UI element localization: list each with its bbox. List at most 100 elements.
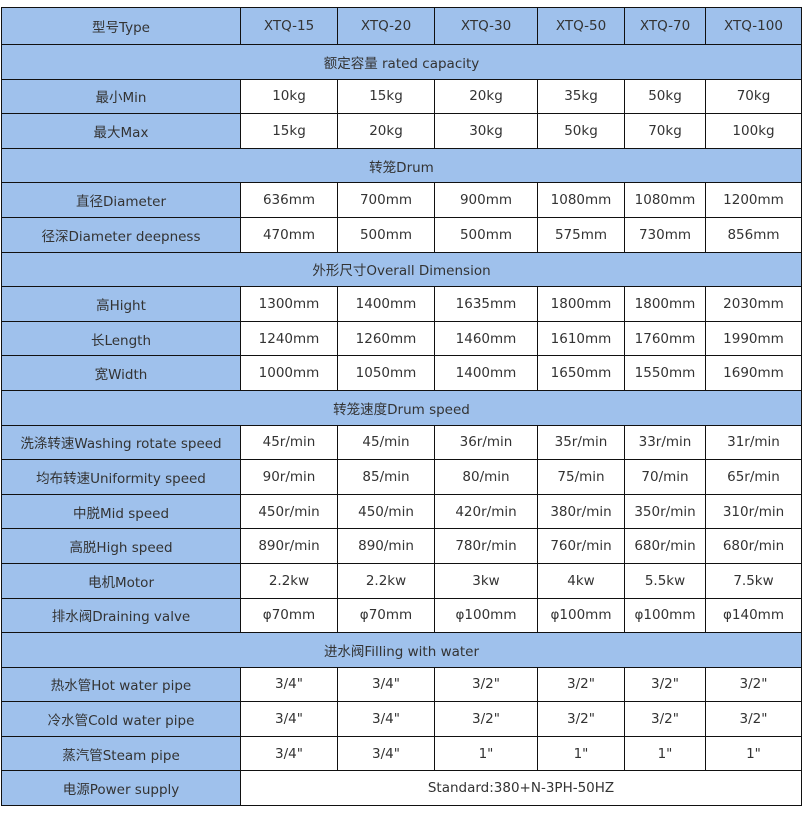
spec-value: 3/2" <box>624 701 706 737</box>
spec-value: 3/2" <box>537 701 625 737</box>
spec-value: 890/min <box>337 528 435 564</box>
spec-row: 直径Diameter 636mm 700mm 900mm 1080mm 1080mm 120… <box>1 182 802 218</box>
spec-value: 70kg <box>705 78 802 115</box>
spec-value: 856mm <box>705 216 802 253</box>
spec-value: 350r/min <box>624 493 706 530</box>
row-label: 宽Width <box>1 355 241 391</box>
spec-value: 1760mm <box>624 320 706 357</box>
spec-value: 470mm <box>240 216 338 253</box>
spec-value: 500mm <box>337 216 435 253</box>
section-row: 额定容量 rated capacity <box>1 44 802 80</box>
row-label: 直径Diameter <box>1 182 241 218</box>
spec-value: 3/2" <box>705 666 802 703</box>
spec-value: 310r/min <box>705 493 802 530</box>
spec-value: 3/2" <box>434 701 538 737</box>
row-label: 高脱High speed <box>1 528 241 564</box>
spec-row: 最小Min 10kg 15kg 20kg 35kg 50kg 70kg <box>1 78 802 115</box>
spec-row: 宽Width 1000mm 1050mm 1400mm 1650mm 1550mm 1690… <box>1 355 802 391</box>
section-row: 转笼速度Drum speed <box>1 389 802 426</box>
spec-value: 1990mm <box>705 320 802 357</box>
spec-value: 636mm <box>240 182 338 218</box>
spec-value: φ100mm <box>624 597 706 634</box>
spec-value: 900mm <box>434 182 538 218</box>
spec-value: 700mm <box>337 182 435 218</box>
row-label: 长Length <box>1 320 241 357</box>
spec-row: 排水阀Draining valve φ70mm φ70mm φ100mm φ100mm φ… <box>1 597 802 634</box>
row-label: 径深Diameter deepness <box>1 216 241 253</box>
spec-value: 1050mm <box>337 355 435 391</box>
row-label: 最大Max <box>1 113 241 149</box>
spec-value: 450r/min <box>240 493 338 530</box>
row-label: 电源Power supply <box>1 770 241 807</box>
spec-value: 1080mm <box>537 182 625 218</box>
spec-value: 85/min <box>337 459 435 495</box>
spec-value: 3/2" <box>537 666 625 703</box>
spec-value: 680r/min <box>705 528 802 564</box>
spec-table: 型号Type XTQ-15 XTQ-20 XTQ-30 XTQ-50 XTQ-7… <box>1 7 802 807</box>
row-label: 热水管Hot water pipe <box>1 666 241 703</box>
spec-value: 33r/min <box>624 424 706 461</box>
spec-value: 1800mm <box>624 286 706 322</box>
spec-value: 70kg <box>624 113 706 149</box>
spec-value: 50kg <box>537 113 625 149</box>
spec-value: 760r/min <box>537 528 625 564</box>
spec-value: 575mm <box>537 216 625 253</box>
spec-value: 780r/min <box>434 528 538 564</box>
spec-value: 90r/min <box>240 459 338 495</box>
spec-value: 1610mm <box>537 320 625 357</box>
spec-row: 长Length 1240mm 1260mm 1460mm 1610mm 1760mm 199… <box>1 320 802 357</box>
spec-row: 高Hight 1300mm 1400mm 1635mm 1800mm 1800mm 2030… <box>1 286 802 322</box>
spec-value: 1550mm <box>624 355 706 391</box>
spec-row: 电源Power supply Standard:380+N-3PH-50HZ <box>1 770 802 807</box>
header-label: 型号Type <box>1 7 241 45</box>
model-header: XTQ-15 <box>240 7 338 45</box>
spec-value: 1" <box>537 735 625 772</box>
spec-value: 500mm <box>434 216 538 253</box>
spec-value: 3/2" <box>624 666 706 703</box>
section-title: 额定容量 rated capacity <box>1 44 802 80</box>
spec-value: φ70mm <box>240 597 338 634</box>
spec-row: 径深Diameter deepness 470mm 500mm 500mm 575mm 7… <box>1 216 802 253</box>
spec-row: 洗涤转速Washing rotate speed 45r/min 45/min 36r… <box>1 424 802 461</box>
spec-value: 730mm <box>624 216 706 253</box>
spec-value: φ100mm <box>434 597 538 634</box>
spec-value: 20kg <box>434 78 538 115</box>
spec-value: 5.5kw <box>624 562 706 599</box>
spec-value: 20kg <box>337 113 435 149</box>
spec-value: 1" <box>624 735 706 772</box>
row-label: 中脱Mid speed <box>1 493 241 530</box>
spec-value: 420r/min <box>434 493 538 530</box>
row-label: 均布转速Uniformity speed <box>1 459 241 495</box>
spec-value: 450/min <box>337 493 435 530</box>
spec-value: 1460mm <box>434 320 538 357</box>
section-title: 外形尺寸Overall Dimension <box>1 251 802 288</box>
spec-value: 1800mm <box>537 286 625 322</box>
spec-row: 最大Max 15kg 20kg 30kg 50kg 70kg 100kg <box>1 113 802 149</box>
model-header: XTQ-50 <box>537 7 625 45</box>
spec-row: 热水管Hot water pipe 3/4" 3/4" 3/2" 3/2" 3/2" 3/2… <box>1 666 802 703</box>
row-label: 冷水管Cold water pipe <box>1 701 241 737</box>
model-header: XTQ-70 <box>624 7 706 45</box>
spec-value: 10kg <box>240 78 338 115</box>
spec-value: 15kg <box>337 78 435 115</box>
spec-value: 100kg <box>705 113 802 149</box>
spec-value: 1650mm <box>537 355 625 391</box>
spec-row: 电机Motor 2.2kw 2.2kw 3kw 4kw 5.5kw 7.5kw <box>1 562 802 599</box>
row-label: 最小Min <box>1 78 241 115</box>
spec-value: 3/4" <box>337 701 435 737</box>
row-label: 排水阀Draining valve <box>1 597 241 634</box>
row-label: 洗涤转速Washing rotate speed <box>1 424 241 461</box>
spec-value: 15kg <box>240 113 338 149</box>
spec-value: 75/min <box>537 459 625 495</box>
spec-value: 1300mm <box>240 286 338 322</box>
spec-value: 70/min <box>624 459 706 495</box>
spec-row: 中脱Mid speed 450r/min 450/min 420r/min 380r/m… <box>1 493 802 530</box>
spec-value: 35kg <box>537 78 625 115</box>
spec-row: 冷水管Cold water pipe 3/4" 3/4" 3/2" 3/2" 3/2" 3/… <box>1 701 802 737</box>
spec-value: 3/4" <box>337 735 435 772</box>
section-row: 转笼Drum <box>1 147 802 184</box>
spec-value: 1400mm <box>434 355 538 391</box>
section-title: 转笼Drum <box>1 147 802 184</box>
spec-value: φ70mm <box>337 597 435 634</box>
spec-value: 890r/min <box>240 528 338 564</box>
